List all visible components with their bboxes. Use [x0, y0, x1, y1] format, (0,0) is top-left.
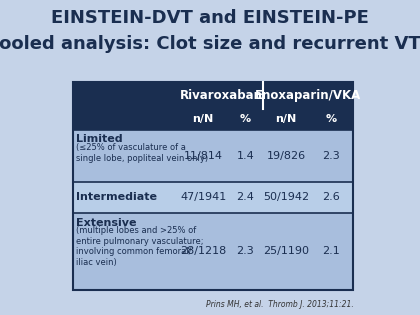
FancyBboxPatch shape	[73, 109, 353, 130]
FancyBboxPatch shape	[73, 130, 353, 182]
Text: 19/826: 19/826	[266, 151, 305, 161]
FancyBboxPatch shape	[73, 182, 353, 213]
Text: 25/1190: 25/1190	[263, 246, 309, 256]
Text: 2.1: 2.1	[322, 246, 340, 256]
Text: 28/1218: 28/1218	[180, 246, 226, 256]
Text: Intermediate: Intermediate	[76, 192, 157, 202]
Text: 2.4: 2.4	[236, 192, 254, 202]
FancyBboxPatch shape	[73, 213, 353, 290]
Text: Prins MH, et al.  Thromb J. 2013;11:21.: Prins MH, et al. Thromb J. 2013;11:21.	[205, 300, 353, 309]
Text: Rivaroxaban: Rivaroxaban	[180, 89, 263, 102]
Text: 50/1942: 50/1942	[263, 192, 309, 202]
FancyBboxPatch shape	[179, 82, 263, 109]
Text: 2.3: 2.3	[236, 246, 254, 256]
Text: Extensive: Extensive	[76, 218, 136, 228]
Text: Enoxaparin/VKA: Enoxaparin/VKA	[255, 89, 362, 102]
Text: Limited: Limited	[76, 135, 122, 145]
Text: Pooled analysis: Clot size and recurrent VTE: Pooled analysis: Clot size and recurrent…	[0, 35, 420, 53]
Text: 11/814: 11/814	[184, 151, 223, 161]
Text: 2.3: 2.3	[322, 151, 340, 161]
Text: (multiple lobes and >25% of
entire pulmonary vasculature;
involving common femor: (multiple lobes and >25% of entire pulmo…	[76, 226, 203, 266]
FancyBboxPatch shape	[263, 82, 353, 109]
Text: %: %	[325, 114, 336, 124]
FancyBboxPatch shape	[73, 82, 353, 109]
Text: n/N: n/N	[276, 114, 297, 124]
Text: 47/1941: 47/1941	[180, 192, 226, 202]
Text: (≤25% of vasculature of a
single lobe, popliteal vein only): (≤25% of vasculature of a single lobe, p…	[76, 143, 208, 163]
Text: n/N: n/N	[192, 114, 214, 124]
Text: 2.6: 2.6	[322, 192, 340, 202]
Text: 1.4: 1.4	[236, 151, 254, 161]
Text: EINSTEIN-DVT and EINSTEIN-PE: EINSTEIN-DVT and EINSTEIN-PE	[51, 9, 369, 27]
Text: %: %	[240, 114, 251, 124]
